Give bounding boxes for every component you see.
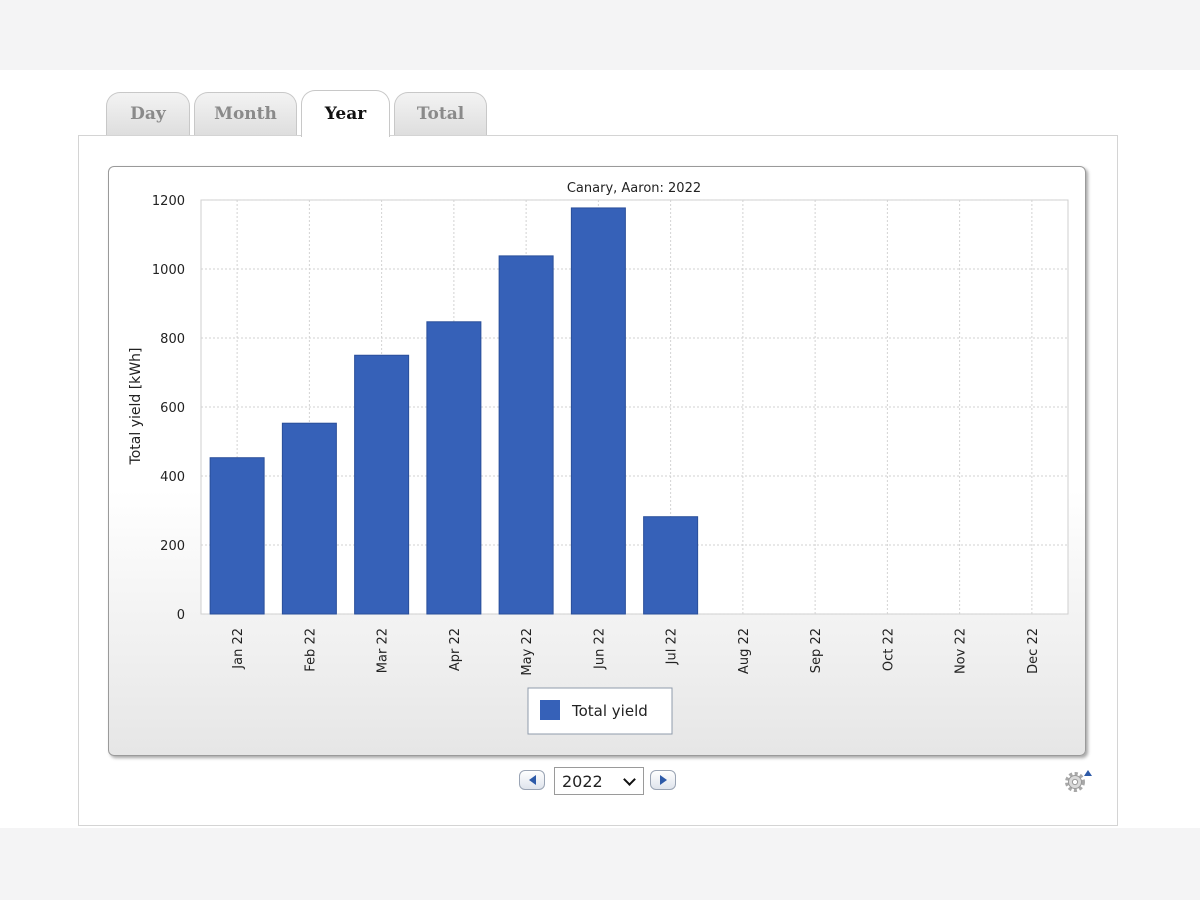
y-tick-label: 0 — [177, 608, 185, 623]
x-tick-label: Aug 22 — [737, 628, 752, 674]
bar — [643, 516, 699, 615]
y-tick-label: 800 — [160, 332, 185, 347]
chart-title: Canary, Aaron: 2022 — [567, 181, 701, 196]
tab-total[interactable]: Total — [394, 92, 487, 135]
x-tick-label: Jun 22 — [592, 628, 607, 670]
yield-chart: Canary, Aaron: 2022 Total yield [kWh] 0 2… — [128, 181, 1069, 735]
legend: Total yield — [527, 687, 673, 735]
x-tick-label: Jan 22 — [231, 628, 246, 670]
x-tick-label: Dec 22 — [1026, 628, 1041, 674]
chevron-down-icon — [623, 773, 636, 786]
x-tick-label: May 22 — [520, 628, 535, 676]
bar — [498, 255, 554, 615]
y-tick-label: 400 — [160, 470, 185, 485]
bar — [570, 207, 626, 615]
next-year-button[interactable] — [650, 770, 676, 790]
x-tick-label: Oct 22 — [881, 628, 896, 671]
x-tick-label: Mar 22 — [376, 628, 391, 673]
x-tick-label: Feb 22 — [303, 628, 318, 672]
year-select[interactable]: 2022 — [554, 767, 644, 795]
y-tick-label: 1000 — [152, 263, 185, 278]
plot-area: 0 200 400 600 800 1000 1200 Jan 22 Feb 22 Mar 22 A… — [152, 194, 1069, 676]
tab-day[interactable]: Day — [106, 92, 190, 135]
x-tick-label: Nov 22 — [954, 628, 969, 674]
bar — [354, 354, 410, 615]
arrow-left-icon — [528, 775, 536, 785]
gear-icon — [1065, 770, 1092, 792]
bar — [426, 321, 482, 615]
y-tick-label: 200 — [160, 539, 185, 554]
legend-swatch — [540, 700, 560, 720]
y-tick-label: 600 — [160, 401, 185, 416]
y-tick-label: 1200 — [152, 194, 185, 209]
bar — [209, 457, 265, 615]
bar — [281, 422, 337, 615]
tab-year[interactable]: Year — [301, 90, 390, 137]
arrow-right-icon — [659, 775, 667, 785]
y-axis-label: Total yield [kWh] — [128, 348, 144, 466]
legend-label: Total yield — [571, 702, 648, 720]
x-tick-label: Apr 22 — [448, 628, 463, 671]
tab-month[interactable]: Month — [194, 92, 297, 135]
settings-button[interactable] — [1062, 768, 1092, 794]
year-select-value: 2022 — [562, 771, 603, 791]
x-tick-label: Jul 22 — [665, 628, 680, 665]
x-tick-label: Sep 22 — [809, 628, 824, 673]
prev-year-button[interactable] — [519, 770, 545, 790]
